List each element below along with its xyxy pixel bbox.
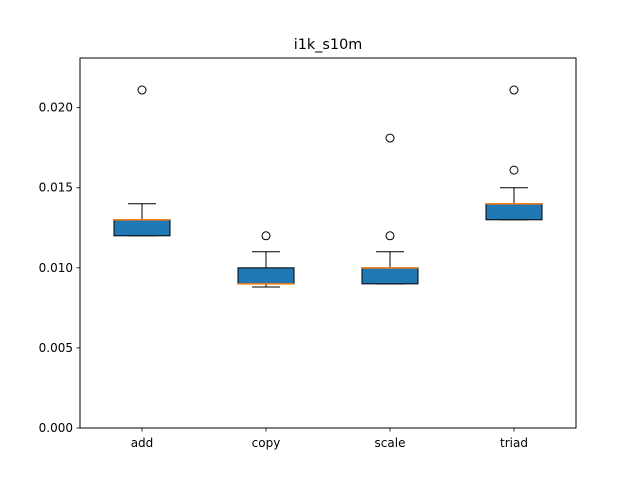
outlier-point	[509, 165, 519, 175]
box-copy	[237, 267, 295, 285]
box-triad	[485, 203, 543, 221]
x-tick-label: triad	[500, 436, 528, 450]
outlier-point	[385, 133, 395, 143]
outlier-point	[509, 85, 519, 95]
y-tick-label: 0.000	[39, 421, 73, 435]
y-tick-label: 0.015	[39, 181, 73, 195]
box-scale	[361, 267, 419, 285]
y-tick-label: 0.005	[39, 341, 73, 355]
axes-frame	[79, 57, 577, 429]
outlier-point	[137, 85, 147, 95]
y-tick-label: 0.010	[39, 261, 73, 275]
plot-area: 0.000 0.005 0.010 0.015 0.020 add copy scale tri…	[39, 85, 543, 450]
x-tick-label: add	[131, 436, 154, 450]
x-tick-label: copy	[252, 436, 281, 450]
y-tick-label: 0.020	[39, 101, 73, 115]
outlier-point	[261, 231, 271, 241]
x-tick-label: scale	[375, 436, 406, 450]
box-add	[113, 219, 171, 237]
chart-title: i1k_s10m	[294, 37, 363, 53]
outlier-point	[385, 231, 395, 241]
